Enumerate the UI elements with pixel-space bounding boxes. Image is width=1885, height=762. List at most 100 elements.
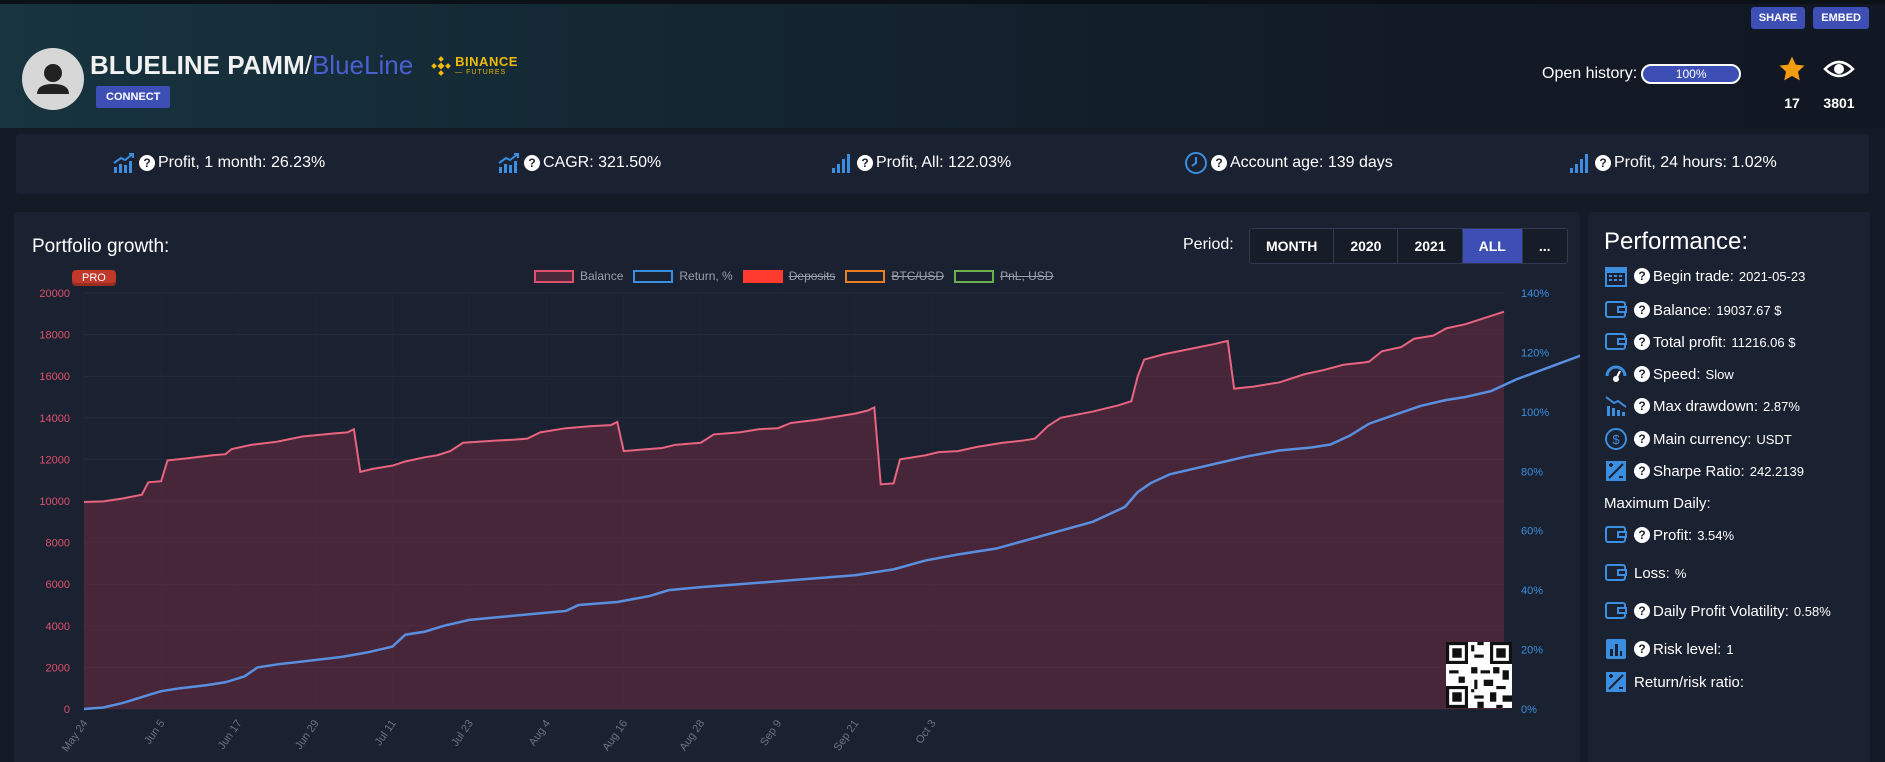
ratio-icon [1606, 672, 1626, 692]
wallet-icon [1605, 564, 1627, 581]
period-more-button[interactable]: ... [1522, 229, 1567, 263]
y-right-tick-label: 120% [1521, 347, 1549, 359]
stat-account-age: ? Account age: 139 days [1184, 151, 1393, 175]
clock-icon [1185, 152, 1207, 174]
legend-item[interactable]: Balance [534, 269, 623, 283]
stat-profit-all: ? Profit, All: 122.03% [830, 151, 1011, 175]
trend-up-icon [113, 153, 134, 173]
perf-row: ? Sharpe Ratio: 242.2139 [1604, 459, 1804, 483]
period-2020-button[interactable]: 2020 [1334, 229, 1399, 263]
help-icon[interactable]: ? [1595, 155, 1611, 171]
y-right-tick-label: 80% [1521, 466, 1543, 478]
help-icon[interactable]: ? [1634, 641, 1650, 657]
performance-panel: Performance: ? Begin trade: 2021-05-23? Bal… [1588, 212, 1870, 762]
bars-icon [832, 154, 850, 173]
help-icon[interactable]: ? [1634, 398, 1650, 414]
perf-label: Max drawdown: [1653, 397, 1759, 415]
bars-icon [1570, 154, 1588, 173]
y-right-tick-label: 60% [1521, 526, 1543, 538]
perf-value: Slow [1705, 366, 1734, 382]
period-2021-button[interactable]: 2021 [1398, 229, 1463, 263]
perf-label: Balance: [1653, 301, 1712, 319]
balance-area [84, 311, 1504, 709]
embed-button[interactable]: EMBED [1813, 7, 1869, 29]
y-left-tick-label: 12000 [39, 454, 70, 466]
perf-label: Main currency: [1653, 430, 1752, 448]
perf-row: ? Max drawdown: 2.87% [1604, 394, 1800, 418]
x-tick-label: Jun 17 [216, 718, 245, 752]
help-icon[interactable]: ? [1634, 603, 1650, 619]
wallet-icon [1605, 526, 1627, 543]
perf-label: Loss: [1634, 564, 1670, 582]
help-icon[interactable]: ? [1634, 463, 1650, 479]
bar-chart-icon [1606, 639, 1626, 659]
open-history-label: Open history: [1542, 65, 1638, 82]
connect-button[interactable]: CONNECT [96, 86, 171, 108]
perf-label: Speed: [1653, 365, 1701, 383]
period-month-button[interactable]: MONTH [1250, 229, 1335, 263]
legend-item[interactable]: Deposits [742, 269, 836, 283]
perf-value: USDT [1756, 431, 1792, 447]
help-icon[interactable]: ? [1634, 431, 1650, 447]
perf-value: 0.58% [1793, 603, 1831, 619]
avatar[interactable] [22, 48, 84, 110]
portfolio-chart-panel: 0 2000 4000 6000 8000 10000 12000 14000 16000 180… [14, 212, 1580, 762]
stat-label: Account age: 139 days [1230, 154, 1393, 171]
pro-badge[interactable]: PRO [72, 270, 116, 286]
period-all-button[interactable]: ALL [1462, 229, 1523, 263]
share-button[interactable]: SHARE [1750, 7, 1806, 29]
legend-swatch [845, 269, 886, 283]
help-icon[interactable]: ? [857, 155, 873, 171]
help-icon[interactable]: ? [139, 155, 155, 171]
stats-bar: ? Profit, 1 month: 26.23% ? CAGR: 321.50… [16, 134, 1869, 194]
svg-text:$: $ [1612, 432, 1620, 447]
x-tick-label: Jun 29 [293, 718, 322, 752]
stat-label: CAGR: 321.50% [543, 154, 662, 171]
x-tick-label: Jun 5 [142, 718, 167, 747]
perf-value: 3.54% [1697, 527, 1735, 543]
help-icon[interactable]: ? [1634, 334, 1650, 350]
perf-label: Sharpe Ratio: [1653, 462, 1745, 480]
perf-row: $? Main currency: USDT [1604, 427, 1792, 451]
help-icon[interactable]: ? [1634, 366, 1650, 382]
favorite-stat[interactable]: 17 [1762, 54, 1822, 111]
stat-label: Profit, 24 hours: 1.02% [1614, 154, 1777, 171]
x-tick-label: Sep 9 [758, 718, 784, 748]
exchange-name: BINANCE [455, 54, 518, 69]
perf-value: 2.87% [1763, 398, 1800, 414]
legend-item[interactable]: BTC/USD [845, 269, 944, 283]
portfolio-chart[interactable]: 0 2000 4000 6000 8000 10000 12000 14000 16000 180… [14, 212, 1580, 762]
stat-profit-1-month: ? Profit, 1 month: 26.23% [112, 151, 325, 175]
legend-item[interactable]: PnL, USD [954, 269, 1053, 283]
perf-daily-row: Return/risk ratio: [1604, 670, 1749, 694]
legend-item[interactable]: Return, % [633, 269, 733, 283]
page-title: BLUELINE PAMM [90, 50, 305, 80]
account-name-link[interactable]: BlueLine [311, 50, 414, 80]
y-left-tick-label: 10000 [39, 496, 70, 508]
y-left-tick-label: 0 [64, 704, 70, 716]
help-icon[interactable]: ? [1634, 527, 1650, 543]
calendar-icon [1605, 267, 1627, 287]
y-left-tick-label: 4000 [46, 621, 70, 633]
y-left-tick-label: 16000 [39, 371, 70, 383]
perf-value: 2021-05-23 [1738, 268, 1806, 284]
legend-label: Deposits [788, 269, 836, 283]
y-right-tick-label: 100% [1521, 407, 1549, 419]
help-icon[interactable]: ? [1211, 155, 1227, 171]
stat-profit-24h: ? Profit, 24 hours: 1.02% [1568, 151, 1777, 175]
x-tick-label: Aug 4 [527, 718, 553, 748]
stars-count: 17 [1784, 95, 1800, 111]
title-separator: / [304, 50, 312, 80]
help-icon[interactable]: ? [1634, 268, 1650, 284]
star-icon [1779, 56, 1805, 81]
account-title: BLUELINE PAMM / BlueLine BINANCE — FUTUR… [90, 50, 518, 81]
views-stat: 3801 [1809, 54, 1869, 111]
legend-swatch [742, 269, 783, 283]
perf-row: ? Speed: Slow [1604, 362, 1734, 386]
binance-icon [431, 55, 452, 76]
wallet-icon [1605, 333, 1627, 350]
help-icon[interactable]: ? [1634, 302, 1650, 318]
help-icon[interactable]: ? [524, 155, 540, 171]
perf-value: % [1674, 565, 1687, 581]
legend-swatch [633, 269, 674, 283]
